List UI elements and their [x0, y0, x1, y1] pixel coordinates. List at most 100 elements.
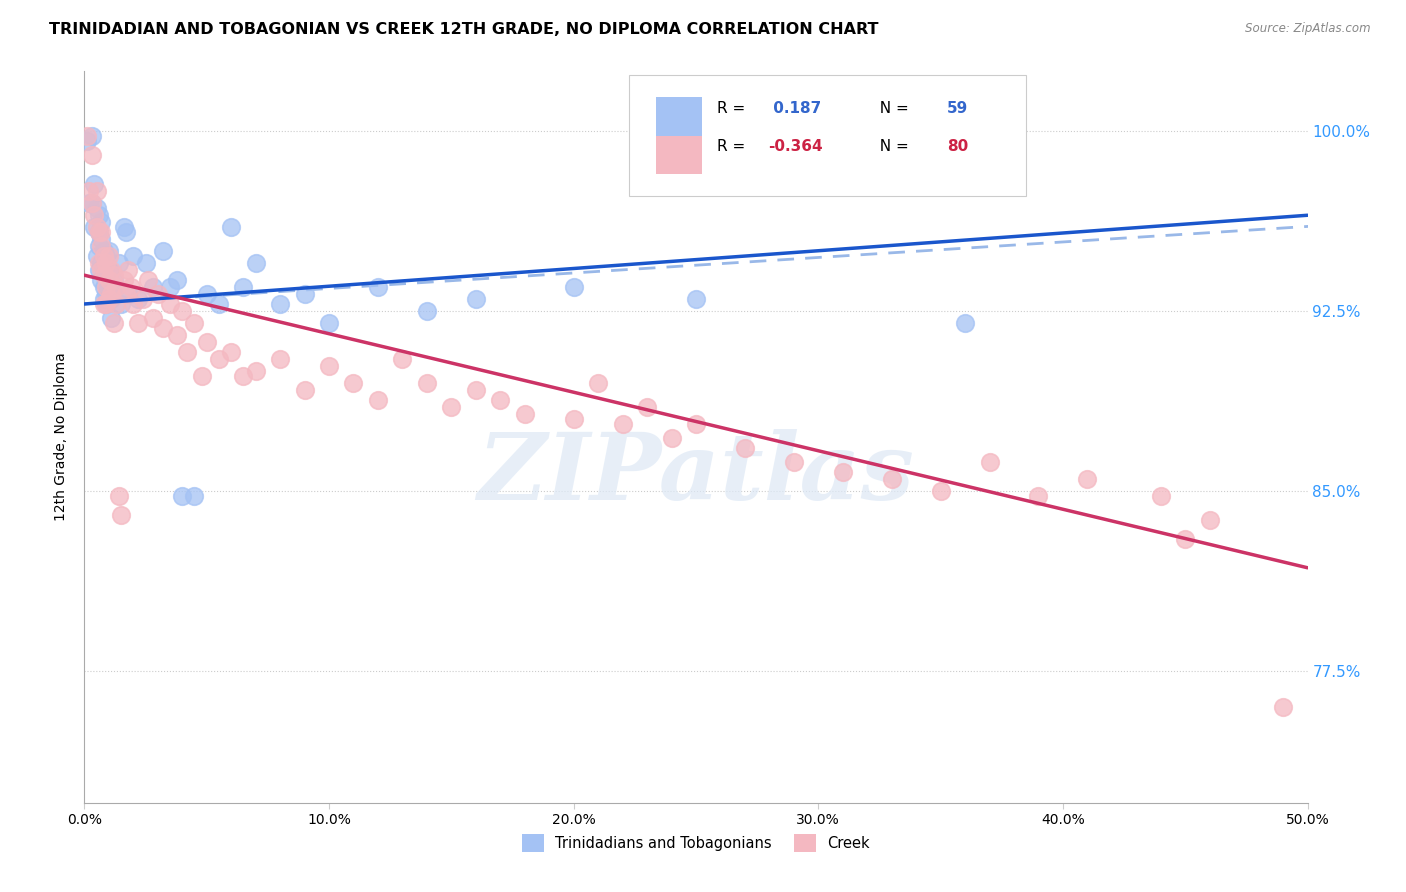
- Point: [93, 244, 115, 259]
- Point: [1076, 472, 1098, 486]
- Point: [112, 273, 135, 287]
- Point: [636, 400, 658, 414]
- Point: [90, 273, 112, 287]
- Point: [195, 335, 218, 350]
- Text: TRINIDADIAN AND TOBAGONIAN VS CREEK 12TH GRADE, NO DIPLOMA CORRELATION CHART: TRINIDADIAN AND TOBAGONIAN VS CREEK 12TH…: [49, 22, 879, 37]
- Point: [122, 297, 145, 311]
- Point: [117, 263, 139, 277]
- Point: [77, 196, 100, 211]
- Text: N =: N =: [870, 139, 914, 154]
- Point: [110, 297, 132, 311]
- Point: [110, 508, 132, 522]
- Point: [1272, 699, 1295, 714]
- Text: 59: 59: [946, 101, 967, 116]
- Point: [152, 244, 174, 259]
- Point: [318, 316, 340, 330]
- Point: [96, 256, 118, 270]
- Point: [103, 273, 125, 287]
- Point: [586, 376, 609, 391]
- Point: [93, 297, 115, 311]
- Point: [219, 220, 242, 235]
- Point: [416, 376, 439, 391]
- Point: [93, 268, 115, 283]
- Point: [142, 311, 165, 326]
- Point: [96, 280, 118, 294]
- Point: [269, 352, 291, 367]
- Point: [90, 215, 112, 229]
- Point: [159, 297, 181, 311]
- Text: 80: 80: [946, 139, 967, 154]
- Point: [93, 292, 115, 306]
- Text: R =: R =: [717, 139, 749, 154]
- Point: [166, 273, 188, 287]
- Point: [464, 384, 486, 398]
- Point: [219, 345, 242, 359]
- Point: [96, 249, 118, 263]
- Text: -0.364: -0.364: [768, 139, 823, 154]
- Point: [80, 196, 103, 211]
- Point: [176, 345, 198, 359]
- Point: [107, 256, 129, 270]
- Point: [183, 489, 205, 503]
- Point: [83, 177, 105, 191]
- Point: [86, 201, 108, 215]
- Point: [97, 244, 120, 259]
- Point: [489, 392, 512, 407]
- Point: [232, 368, 254, 383]
- Point: [269, 297, 291, 311]
- Point: [96, 297, 118, 311]
- Point: [87, 225, 110, 239]
- Point: [90, 232, 112, 246]
- Point: [100, 287, 122, 301]
- FancyBboxPatch shape: [655, 97, 702, 136]
- Point: [1150, 489, 1173, 503]
- Point: [80, 129, 103, 144]
- Point: [83, 208, 105, 222]
- Point: [783, 455, 806, 469]
- Point: [734, 441, 756, 455]
- Point: [294, 384, 316, 398]
- Point: [80, 196, 103, 211]
- Point: [661, 431, 683, 445]
- Point: [122, 249, 145, 263]
- Point: [136, 273, 159, 287]
- Point: [562, 412, 585, 426]
- Point: [183, 316, 205, 330]
- Point: [100, 311, 122, 326]
- Point: [90, 263, 112, 277]
- Point: [127, 292, 149, 306]
- Point: [146, 287, 169, 301]
- Point: [318, 359, 340, 374]
- Point: [107, 489, 129, 503]
- Point: [87, 239, 110, 253]
- Point: [132, 292, 155, 306]
- Point: [166, 328, 188, 343]
- Point: [342, 376, 364, 391]
- Point: [440, 400, 463, 414]
- Point: [93, 249, 115, 263]
- Point: [93, 268, 115, 283]
- Point: [97, 263, 120, 277]
- Point: [105, 280, 128, 294]
- Point: [112, 220, 135, 235]
- Point: [391, 352, 413, 367]
- Point: [86, 184, 108, 198]
- Point: [172, 304, 194, 318]
- Point: [115, 287, 138, 301]
- Point: [127, 316, 149, 330]
- Point: [103, 268, 125, 283]
- Point: [77, 184, 100, 198]
- Point: [152, 321, 174, 335]
- Point: [367, 280, 389, 294]
- Point: [513, 407, 536, 421]
- Point: [90, 239, 112, 253]
- Point: [87, 225, 110, 239]
- Text: R =: R =: [717, 101, 749, 116]
- Point: [87, 256, 110, 270]
- Text: Source: ZipAtlas.com: Source: ZipAtlas.com: [1246, 22, 1371, 36]
- Point: [87, 263, 110, 277]
- Point: [105, 297, 128, 311]
- Point: [96, 297, 118, 311]
- Point: [172, 489, 194, 503]
- Point: [562, 280, 585, 294]
